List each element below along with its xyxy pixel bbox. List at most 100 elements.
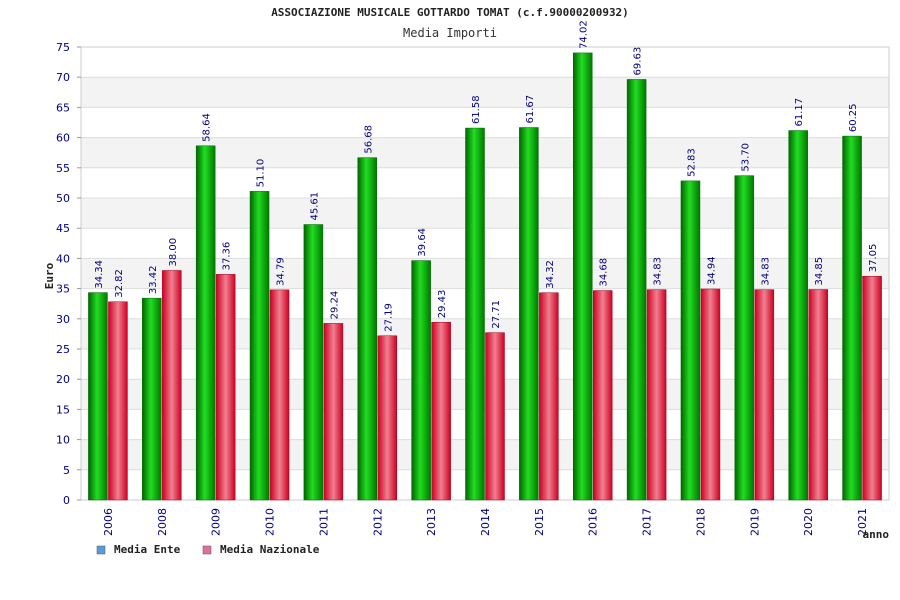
plot-band (81, 258, 889, 289)
plot-band (81, 349, 889, 380)
plot-band (81, 167, 889, 198)
y-tick-label: 45 (56, 222, 70, 235)
data-label: 51.10 (256, 159, 267, 188)
y-tick-label: 15 (56, 403, 70, 416)
data-label: 52.83 (686, 148, 697, 177)
bar-media-ente-2019 (734, 175, 755, 501)
bar-media-ente-2013 (411, 260, 431, 501)
data-label: 34.32 (545, 260, 556, 289)
x-tick-label: 2011 (317, 508, 330, 536)
data-label: 58.64 (202, 113, 213, 142)
data-label: 29.43 (437, 290, 448, 319)
data-label: 61.58 (471, 95, 482, 124)
plot-band (81, 409, 889, 440)
bar-media-ente-2021 (842, 135, 862, 501)
x-tick-label: 2020 (802, 508, 815, 536)
x-axis-label: anno (863, 528, 890, 541)
data-label: 29.24 (329, 291, 340, 320)
x-tick-label: 2008 (156, 508, 169, 536)
legend-swatch-media-nazionale (202, 545, 212, 555)
y-axis-ticks: 0 5 10 15 20 25 30 35 40 45 50 55 60 65 70 75 (56, 41, 81, 507)
bar-media-ente-2018 (680, 180, 701, 501)
y-tick-label: 70 (56, 71, 70, 84)
data-label: 38.00 (168, 238, 179, 267)
y-tick-label: 60 (56, 132, 70, 145)
data-label: 34.94 (706, 256, 717, 285)
data-label: 34.85 (814, 257, 825, 286)
bar-media-nazionale-2021 (862, 275, 882, 501)
x-tick-label: 2009 (210, 508, 223, 536)
bar-media-ente-2012 (357, 157, 378, 501)
data-label: 60.25 (848, 103, 859, 132)
x-tick-label: 2019 (748, 508, 761, 536)
x-tick-label: 2006 (102, 508, 115, 536)
bar-media-ente-2010 (249, 191, 270, 501)
bar-media-ente-2016 (572, 52, 593, 501)
data-label: 27.71 (491, 300, 502, 329)
data-label: 74.02 (579, 20, 590, 49)
x-tick-label: 2013 (425, 508, 438, 536)
y-tick-label: 75 (56, 41, 70, 54)
y-tick-label: 55 (56, 162, 70, 175)
y-axis-label: Euro (43, 262, 56, 289)
plot-band (81, 469, 889, 500)
bar-media-nazionale-2013 (431, 321, 451, 501)
y-tick-label: 35 (56, 283, 70, 296)
data-label: 37.05 (868, 244, 879, 273)
data-label: 69.63 (633, 47, 644, 76)
plot-band (81, 439, 889, 470)
bar-media-nazionale-2016 (592, 290, 613, 501)
x-tick-label: 2015 (533, 508, 546, 536)
bar-media-nazionale-2014 (485, 332, 505, 501)
x-tick-label: 2016 (587, 508, 600, 536)
x-tick-label: 2014 (479, 508, 492, 536)
y-tick-label: 20 (56, 373, 70, 386)
plot-band (81, 107, 889, 138)
plot-band (81, 47, 889, 78)
legend-label-media-nazionale: Media Nazionale (220, 543, 320, 556)
legend-label-media-ente: Media Ente (114, 543, 181, 556)
data-label: 37.36 (222, 242, 233, 271)
plot-band (81, 318, 889, 349)
legend: Media Ente Media Nazionale (96, 543, 320, 556)
bar-media-ente-2014 (465, 127, 485, 501)
bar-media-nazionale-2017 (646, 289, 667, 501)
y-tick-label: 25 (56, 343, 70, 356)
data-label: 61.17 (794, 98, 805, 127)
data-labels: 34.34 32.82 33.42 38.00 58.64 37.36 51.10 34.79… (94, 20, 879, 331)
y-tick-label: 30 (56, 313, 70, 326)
bar-media-ente-2011 (303, 224, 324, 501)
bar-media-ente-2015 (519, 127, 539, 501)
chart-title: ASSOCIAZIONE MUSICALE GOTTARDO TOMAT (c.… (271, 6, 629, 19)
chart-subtitle: Media Importi (403, 26, 497, 40)
plot-frame (80, 46, 890, 501)
plot-band (81, 77, 889, 108)
bars (88, 52, 882, 501)
bar-media-nazionale-2020 (808, 289, 828, 501)
bar-media-nazionale-2011 (323, 323, 344, 501)
data-label: 34.68 (599, 258, 610, 287)
data-label: 32.82 (114, 269, 125, 298)
plot-band (81, 288, 889, 319)
y-tick-label: 10 (56, 434, 70, 447)
plot-band (81, 379, 889, 410)
bar-media-nazionale-2018 (700, 288, 721, 501)
x-tick-label: 2021 (856, 508, 869, 536)
bar-media-nazionale-2008 (162, 270, 182, 501)
bar-media-nazionale-2012 (377, 335, 398, 501)
plot-band (81, 228, 889, 259)
y-tick-label: 40 (56, 252, 70, 265)
plot-background (80, 46, 890, 501)
x-tick-label: 2017 (641, 508, 654, 536)
plot-band (81, 137, 889, 168)
data-label: 53.70 (740, 143, 751, 172)
data-label: 34.83 (653, 257, 664, 286)
bar-media-nazionale-2006 (108, 301, 128, 501)
y-tick-label: 50 (56, 192, 70, 205)
bar-media-nazionale-2010 (269, 289, 290, 501)
x-axis-ticks: 2006 2008 2009 2010 2011 2012 2013 2014 2015 2016… (102, 508, 869, 536)
y-tick-label: 5 (63, 464, 70, 477)
legend-swatch-media-ente (96, 545, 106, 555)
bar-media-ente-2020 (788, 130, 808, 501)
